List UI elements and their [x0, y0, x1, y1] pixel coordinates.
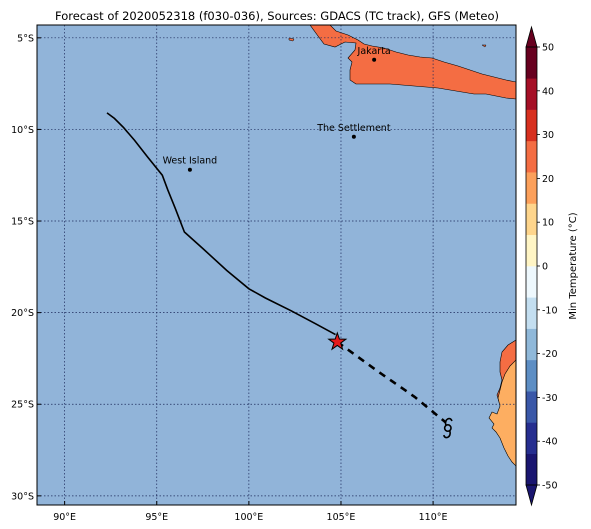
- colorbar-tick-label: 50: [542, 43, 554, 54]
- city-dot: [187, 167, 192, 172]
- colorbar-segment: [526, 391, 537, 423]
- ocean: [37, 25, 516, 505]
- axis-ticks: 90°E 95°E 100°E 105°E 110°E 5°S 10°S 15°S 20°S 25…: [11, 33, 447, 523]
- colorbar-tick-label: -30: [542, 393, 558, 404]
- colorbar-tick-label: -50: [542, 481, 558, 492]
- colorbar-segment: [526, 359, 537, 392]
- lat-tick-label: 30°S: [11, 491, 34, 502]
- lat-tick-label: 5°S: [17, 33, 34, 44]
- lon-tick-label: 100°E: [234, 512, 263, 523]
- colorbar-segment: [526, 78, 537, 110]
- lon-tick-label: 105°E: [327, 512, 356, 523]
- colorbar-segment: [526, 140, 537, 173]
- colorbar-segment: [526, 109, 537, 142]
- colorbar-label: Min Temperature (°C): [568, 212, 579, 319]
- map-frame: [36, 24, 517, 506]
- map-panel: Jakarta The Settlement West Island 90°E 95°…: [11, 24, 517, 523]
- colorbar-extend-max: [525, 25, 538, 48]
- lat-tick-label: 25°S: [11, 400, 34, 411]
- city-markers: Jakarta The Settlement West Island: [163, 46, 391, 172]
- colorbar-extend-min: [525, 484, 538, 507]
- lat-tick-label: 15°S: [11, 217, 34, 228]
- colorbar-tick-label: -20: [542, 349, 558, 360]
- land-small-island: [288, 37, 295, 42]
- city-label: West Island: [163, 156, 218, 167]
- past-track-line: [106, 112, 336, 336]
- colorbar-segment: [526, 203, 537, 236]
- lon-tick-label: 90°E: [53, 512, 76, 523]
- colorbar-segment: [526, 297, 537, 329]
- land-small-island: [481, 44, 487, 48]
- colorbar-tick-label: 40: [542, 86, 554, 97]
- colorbar-segment: [526, 266, 537, 298]
- colorbar-segment: [526, 453, 537, 486]
- colorbar: 50 40 30 20 10 0 -10 -20 -30 -40 -50: [525, 25, 558, 507]
- colorbar-tick-label: -40: [542, 437, 558, 448]
- colorbar-tick-label: 10: [542, 218, 554, 229]
- lon-tick-label: 95°E: [145, 512, 168, 523]
- lat-tick-label: 20°S: [11, 308, 34, 319]
- colorbar-segment: [526, 47, 537, 79]
- colorbar-tick-label: 0: [542, 262, 548, 273]
- cyclone-symbol-icon: [443, 417, 453, 439]
- lat-tick-label: 10°S: [11, 125, 34, 136]
- city-dot: [372, 57, 377, 62]
- grid-lines: [37, 25, 516, 505]
- colorbar-segment: [526, 422, 537, 455]
- lon-tick-label: 110°E: [419, 512, 448, 523]
- colorbar-segment: [526, 172, 537, 204]
- figure-title: Forecast of 2020052318 (f030-036), Sourc…: [55, 9, 499, 23]
- land-western-australia: [488, 359, 516, 467]
- city-dot: [351, 134, 356, 139]
- city-label: Jakarta: [357, 46, 391, 57]
- city-label: The Settlement: [316, 123, 391, 134]
- colorbar-segment: [526, 234, 537, 267]
- colorbar-segment: [526, 328, 537, 361]
- colorbar-tick-label: 20: [542, 174, 554, 185]
- colorbar-tick-label: -10: [542, 305, 558, 316]
- colorbar-tick-label: 30: [542, 130, 554, 141]
- land-java: [309, 25, 516, 100]
- current-position-star-icon: [327, 331, 348, 351]
